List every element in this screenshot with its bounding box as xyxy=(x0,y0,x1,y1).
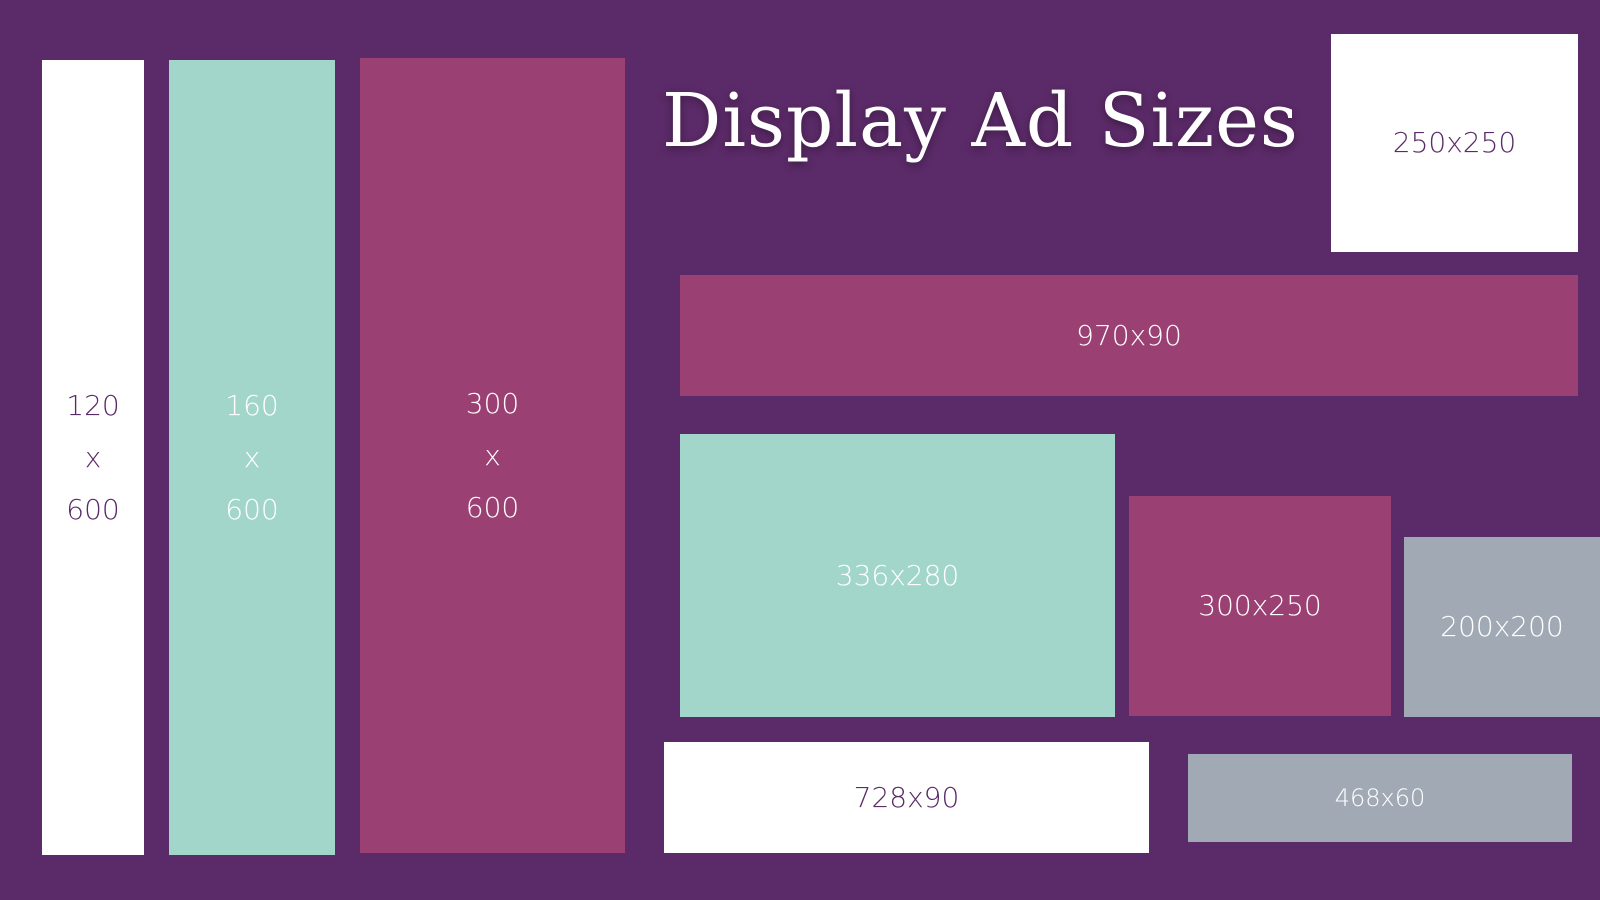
ad-size-label: 970x90 xyxy=(1076,318,1182,352)
ad-size-label: 336x280 xyxy=(835,558,960,592)
ad-box-970x90: 970x90 xyxy=(680,275,1578,396)
ad-box-300x250: 300x250 xyxy=(1129,496,1391,716)
ad-size-label: 160 x 600 xyxy=(225,388,279,526)
ad-box-300x600: 300 x 600 xyxy=(360,58,625,853)
ad-size-label: 728x90 xyxy=(853,780,960,814)
ad-box-336x280: 336x280 xyxy=(680,434,1115,717)
ad-size-label: 250x250 xyxy=(1392,126,1517,159)
ad-box-160x600: 160 x 600 xyxy=(169,60,335,855)
ad-box-120x600: 120 x 600 xyxy=(42,60,144,855)
ad-size-label: 468x60 xyxy=(1334,784,1426,812)
ad-box-728x90: 728x90 xyxy=(664,742,1149,853)
page-title: Display Ad Sizes xyxy=(662,78,1299,164)
ad-size-label: 300 x 600 xyxy=(465,386,520,524)
ad-box-200x200: 200x200 xyxy=(1404,537,1600,717)
ad-box-250x250: 250x250 xyxy=(1331,34,1578,252)
ad-size-label: 120 x 600 xyxy=(66,388,120,526)
ad-box-468x60: 468x60 xyxy=(1188,754,1572,842)
ad-size-label: 200x200 xyxy=(1440,610,1564,643)
ad-size-label: 300x250 xyxy=(1198,589,1322,622)
